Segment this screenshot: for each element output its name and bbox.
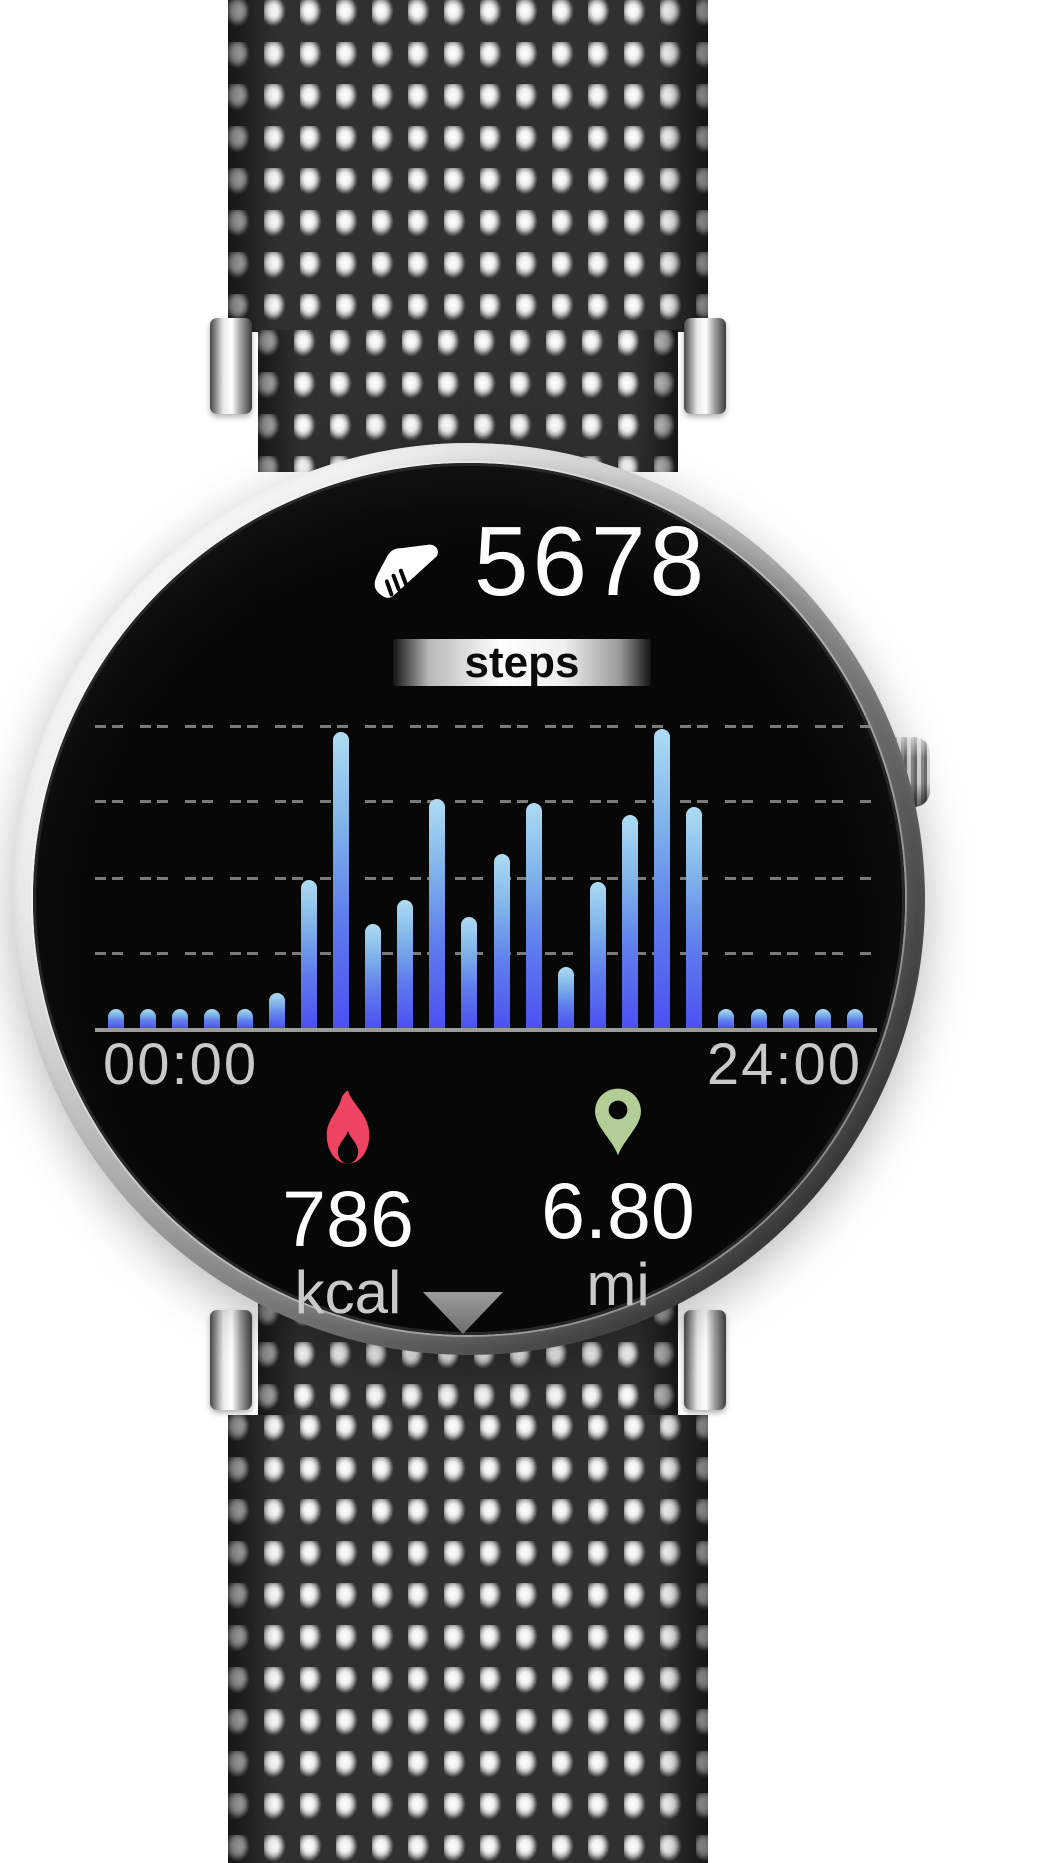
chart-bar — [750, 1009, 767, 1028]
chart-bar — [589, 882, 606, 1028]
chart-gridline — [95, 877, 877, 880]
distance-section: 6.80 mi — [508, 1086, 728, 1315]
chart-gridline — [95, 952, 877, 955]
steps-label-pill: steps — [393, 639, 651, 686]
chart-bar — [814, 1009, 831, 1028]
steps-chart-bars — [108, 700, 863, 1028]
lug-bottom-left — [210, 1310, 252, 1410]
steps-header: 5678 — [0, 512, 1060, 610]
chart-gridline — [95, 725, 877, 728]
steps-label: steps — [464, 637, 580, 687]
chart-bar — [782, 1009, 799, 1028]
axis-label-end: 24:00 — [706, 1032, 862, 1097]
chart-bar — [461, 917, 478, 1028]
lug-top-left — [210, 318, 252, 414]
lug-top-right — [684, 318, 726, 414]
chart-bar — [429, 799, 446, 1028]
lug-bottom-right — [684, 1310, 726, 1410]
chart-bar — [718, 1009, 735, 1028]
chart-bar — [332, 732, 349, 1028]
watch-face-screen[interactable] — [33, 463, 905, 1335]
flame-icon — [326, 1090, 370, 1164]
chart-bar — [204, 1009, 221, 1028]
chart-bar — [172, 1009, 189, 1028]
steps-value: 5678 — [473, 506, 708, 616]
chart-bar — [140, 1009, 157, 1028]
chart-bar — [622, 815, 638, 1028]
chart-bar — [686, 807, 703, 1028]
chart-bar — [300, 880, 317, 1028]
calories-value: 786 — [282, 1174, 414, 1263]
bracelet-neck-top — [258, 330, 678, 472]
chart-bar — [557, 967, 574, 1028]
calories-section: 786 kcal — [238, 1088, 458, 1323]
chart-bar — [525, 803, 542, 1028]
steps-chart — [95, 700, 877, 1032]
bracelet-top — [228, 0, 708, 332]
axis-label-start: 00:00 — [103, 1032, 259, 1097]
shoe-icon — [374, 544, 438, 598]
chart-bar — [493, 854, 510, 1028]
chart-bar — [268, 993, 285, 1028]
chart-bar — [397, 900, 414, 1028]
chart-bar — [236, 1009, 253, 1028]
watch-case — [13, 443, 925, 1355]
location-pin-icon — [595, 1088, 641, 1156]
chart-bar — [654, 729, 671, 1028]
bracelet-bottom — [228, 1415, 708, 1863]
chart-gridline — [95, 800, 877, 803]
distance-unit: mi — [586, 1251, 650, 1319]
chart-bar — [846, 1009, 863, 1028]
chart-bar — [108, 1009, 124, 1028]
chart-bar — [365, 924, 381, 1028]
distance-value: 6.80 — [541, 1166, 695, 1255]
calories-unit: kcal — [294, 1259, 402, 1327]
